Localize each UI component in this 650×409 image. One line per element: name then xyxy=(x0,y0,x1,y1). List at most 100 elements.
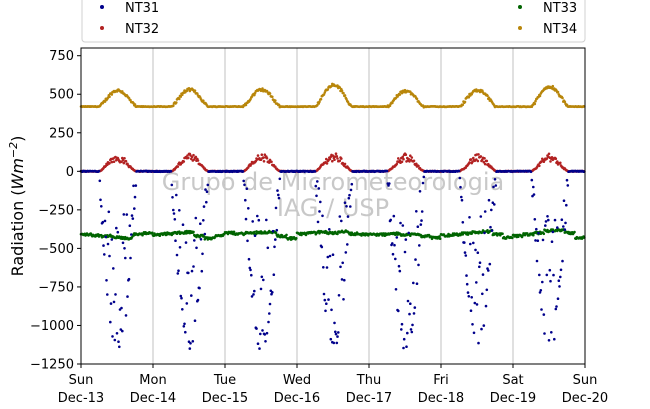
point-nt31 xyxy=(171,196,174,199)
point-nt31 xyxy=(129,256,132,260)
point-nt32 xyxy=(550,156,554,159)
point-nt32 xyxy=(482,160,486,164)
point-nt31 xyxy=(457,169,461,173)
point-nt31 xyxy=(547,218,550,222)
point-nt31 xyxy=(172,212,176,215)
point-nt31 xyxy=(561,259,564,263)
point-nt32 xyxy=(112,160,116,163)
point-nt31 xyxy=(276,189,279,192)
point-nt31 xyxy=(328,254,332,258)
point-nt31 xyxy=(347,196,351,200)
point-nt31 xyxy=(336,335,339,338)
point-nt31 xyxy=(115,332,119,335)
point-nt32 xyxy=(335,155,339,158)
point-nt31 xyxy=(121,241,125,245)
point-nt32 xyxy=(265,156,269,160)
point-nt31 xyxy=(132,184,135,188)
point-nt31 xyxy=(176,272,180,275)
point-nt31 xyxy=(540,308,543,311)
point-nt31 xyxy=(130,233,133,236)
point-nt31 xyxy=(460,198,464,202)
point-nt31 xyxy=(343,201,347,204)
point-nt33 xyxy=(521,234,525,237)
point-nt31 xyxy=(199,222,202,225)
point-nt31 xyxy=(420,219,423,222)
point-nt31 xyxy=(195,246,198,250)
point-nt31 xyxy=(131,217,135,220)
point-nt31 xyxy=(177,269,180,273)
point-nt31 xyxy=(326,255,330,259)
point-nt31 xyxy=(112,300,116,304)
point-nt31 xyxy=(421,181,425,185)
point-nt31 xyxy=(535,259,539,263)
point-nt33 xyxy=(295,237,298,240)
point-nt31 xyxy=(415,282,419,286)
point-nt31 xyxy=(463,241,466,244)
point-nt31 xyxy=(253,289,256,293)
point-nt34 xyxy=(340,89,344,92)
point-nt31 xyxy=(98,179,102,183)
point-nt34 xyxy=(400,91,404,95)
point-nt31 xyxy=(205,200,208,204)
point-nt32 xyxy=(410,156,414,159)
point-nt31 xyxy=(487,198,491,202)
point-nt32 xyxy=(121,158,125,162)
point-nt31 xyxy=(400,322,404,326)
point-nt31 xyxy=(109,302,113,305)
point-nt31 xyxy=(344,251,348,254)
point-nt34 xyxy=(316,103,319,107)
point-nt31 xyxy=(184,330,187,334)
point-nt34 xyxy=(110,93,114,96)
point-nt31 xyxy=(268,302,272,306)
point-nt31 xyxy=(422,175,426,179)
point-nt31 xyxy=(120,306,123,310)
point-nt33 xyxy=(300,233,303,237)
point-nt32 xyxy=(554,157,558,160)
point-nt34 xyxy=(388,104,392,107)
point-nt34 xyxy=(326,88,330,91)
point-nt31 xyxy=(178,209,181,212)
point-nt32 xyxy=(485,159,489,163)
point-nt31 xyxy=(335,341,339,345)
point-nt31 xyxy=(538,291,542,294)
point-nt32 xyxy=(325,162,329,165)
point-nt31 xyxy=(404,238,408,241)
point-nt32 xyxy=(556,160,559,163)
point-nt31 xyxy=(277,196,281,200)
point-nt31 xyxy=(342,298,345,301)
point-nt31 xyxy=(566,184,570,187)
point-nt32 xyxy=(340,157,343,160)
point-nt31 xyxy=(204,188,207,191)
point-nt31 xyxy=(271,291,274,294)
point-nt32 xyxy=(343,162,347,166)
point-nt31 xyxy=(557,279,561,283)
y-tick-label: −750 xyxy=(38,280,74,295)
point-nt31 xyxy=(530,178,534,182)
point-nt32 xyxy=(415,162,418,166)
point-nt31 xyxy=(550,240,554,243)
point-nt31 xyxy=(555,305,558,308)
point-nt31 xyxy=(403,250,407,254)
point-nt31 xyxy=(114,293,117,296)
point-nt32 xyxy=(559,161,562,165)
point-nt31 xyxy=(565,203,568,207)
point-nt31 xyxy=(322,292,326,296)
point-nt32 xyxy=(121,156,124,160)
point-nt31 xyxy=(193,319,197,323)
point-nt33 xyxy=(336,232,339,236)
point-nt31 xyxy=(202,205,206,208)
point-nt34 xyxy=(561,96,564,100)
point-nt31 xyxy=(535,227,538,231)
point-nt31 xyxy=(174,239,177,242)
point-nt34 xyxy=(398,93,402,96)
point-nt34 xyxy=(538,94,542,98)
point-nt31 xyxy=(272,273,276,277)
point-nt31 xyxy=(325,266,329,269)
point-nt32 xyxy=(182,160,186,163)
legend-label-nt34: NT34 xyxy=(543,22,577,37)
point-nt31 xyxy=(467,295,471,298)
point-nt34 xyxy=(534,99,537,103)
point-nt31 xyxy=(327,298,330,301)
point-nt31 xyxy=(490,208,493,212)
point-nt31 xyxy=(337,331,340,334)
